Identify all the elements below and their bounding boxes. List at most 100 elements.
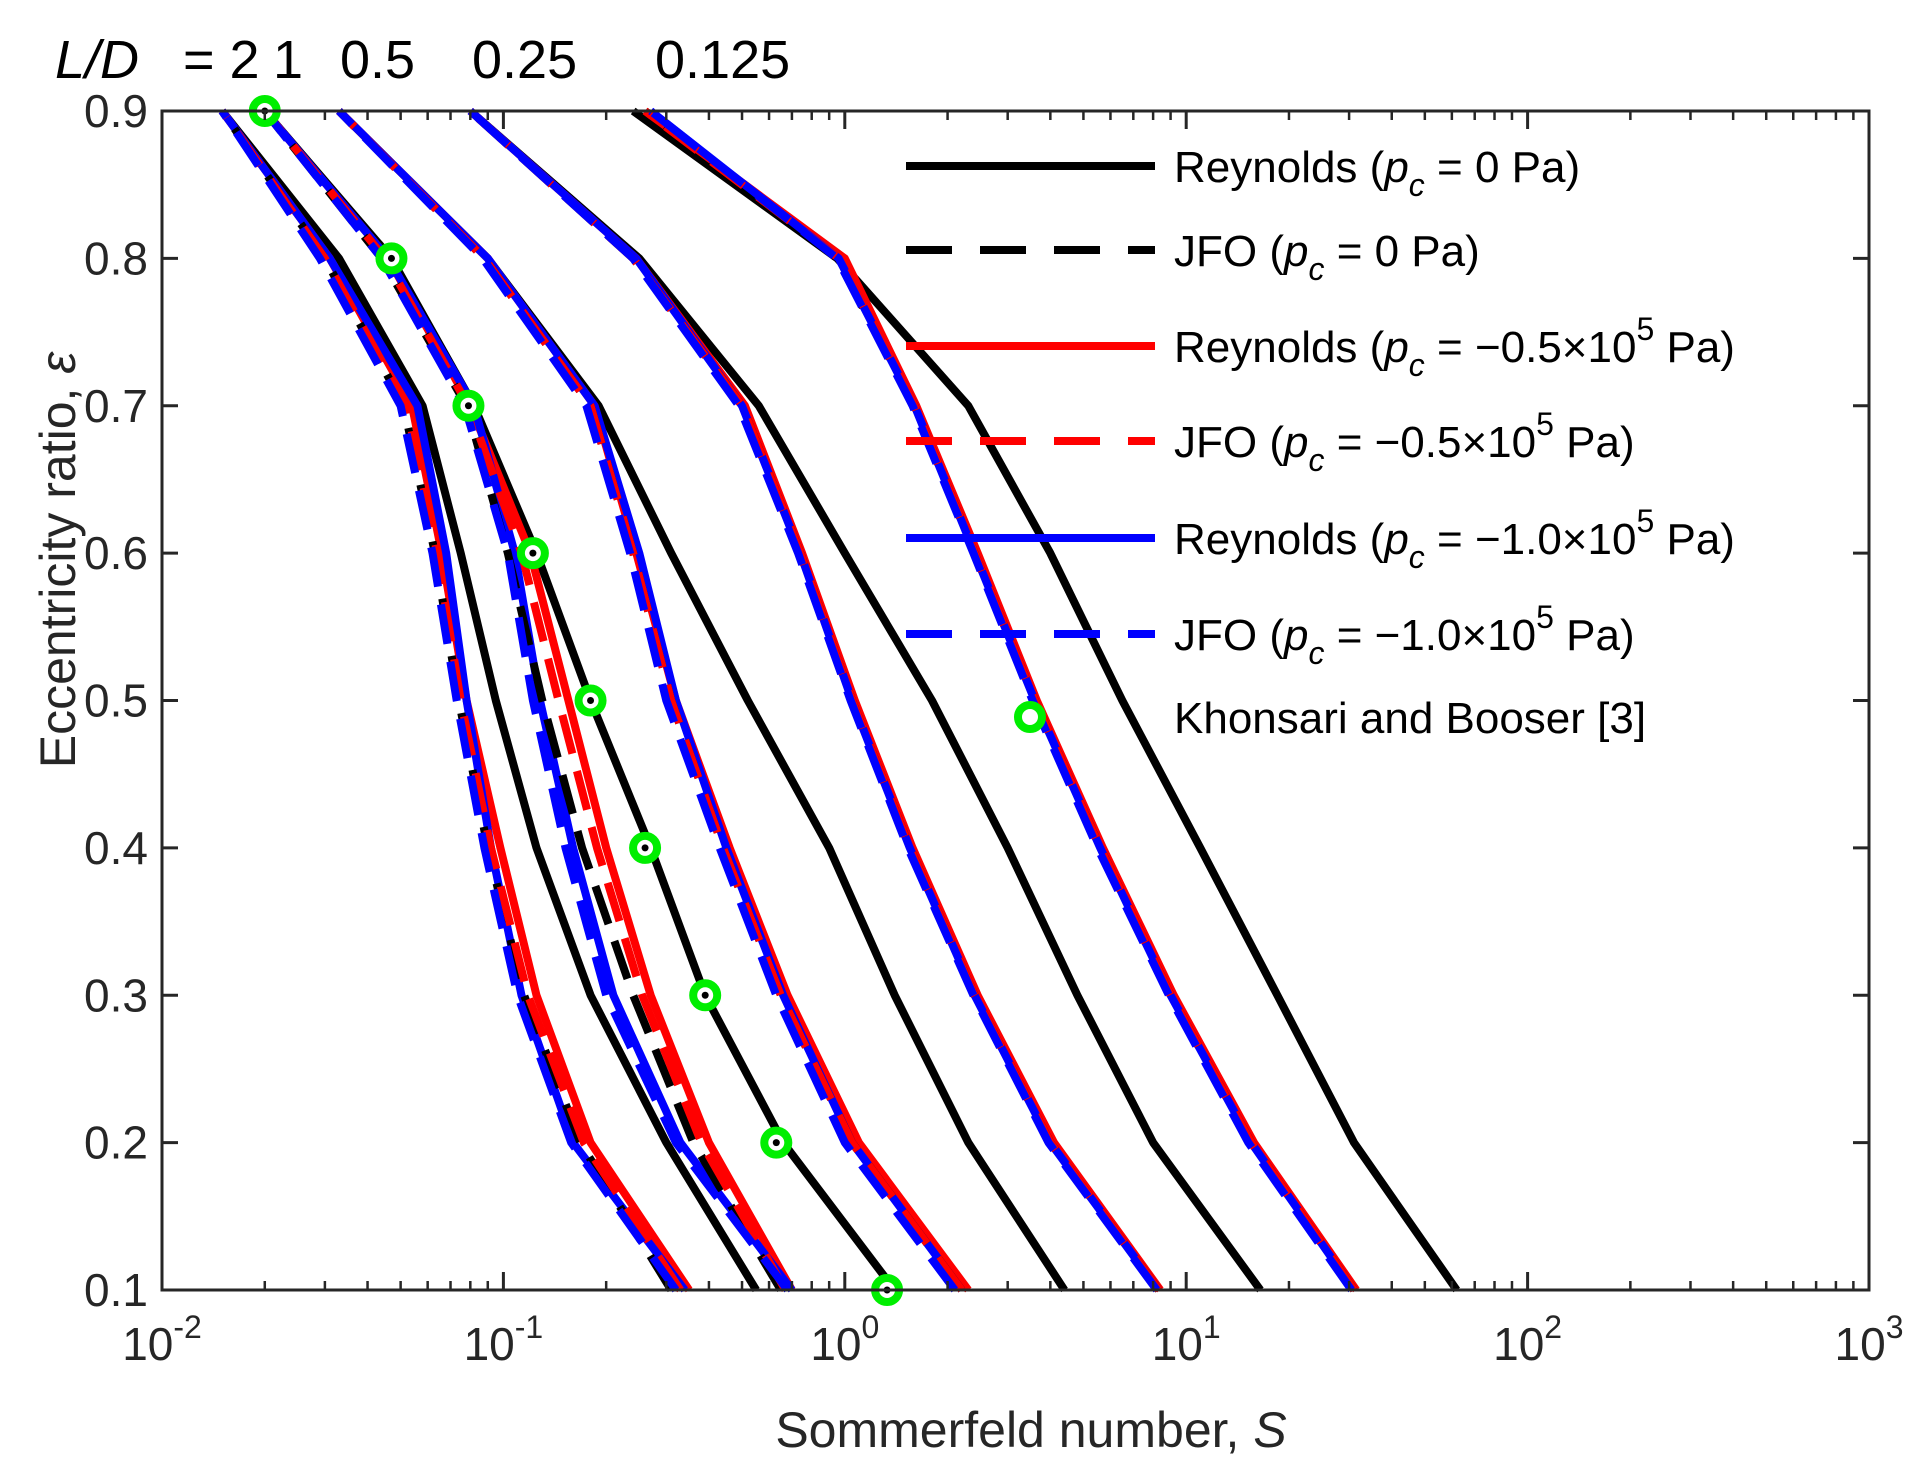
legend-label: Reynolds (pc = 0 Pa)	[1174, 143, 1580, 203]
x-tick-base: 10	[1835, 1318, 1886, 1370]
legend-entry-3: JFO (pc = −0.5×105 Pa)	[906, 406, 1635, 478]
legend-label: Reynolds (pc = −0.5×105 Pa)	[1174, 311, 1735, 383]
x-tick-base: 10	[122, 1318, 173, 1370]
reference-marker-dot	[464, 402, 472, 410]
y-tick-label: 0.1	[84, 1264, 148, 1316]
legend-label-prefix: Reynolds (	[1174, 323, 1385, 372]
x-tick-exponent: -2	[173, 1309, 201, 1345]
x-tick-exponent: 2	[1544, 1309, 1562, 1345]
legend-label-prefix: JFO (	[1174, 418, 1284, 467]
legend-label-subscript: c	[1308, 442, 1324, 478]
legend-entry-5: JFO (pc = −1.0×105 Pa)	[906, 599, 1635, 671]
x-tick-base: 10	[810, 1318, 861, 1370]
series-line-29	[648, 107, 1355, 1293]
reference-point	[375, 242, 408, 275]
y-tick-label: 0.8	[84, 232, 148, 284]
legend-label-superscript: 5	[1636, 503, 1654, 539]
legend-label: Khonsari and Booser [3]	[1174, 694, 1646, 743]
x-tick-base: 10	[1493, 1318, 1544, 1370]
x-tick-base: 10	[464, 1318, 515, 1370]
legend-entry-6: Khonsari and Booser [3]	[1014, 694, 1646, 743]
reference-marker-dot	[641, 844, 649, 852]
x-axis-label-text: Sommerfeld number,	[775, 1402, 1253, 1458]
reference-point	[629, 831, 662, 864]
x-tick-label: 103	[1835, 1309, 1904, 1370]
legend: Reynolds (pc = 0 Pa)JFO (pc = 0 Pa)Reyno…	[906, 143, 1735, 743]
legend-label-symbol: p	[1382, 143, 1408, 192]
reference-marker-dot	[772, 1139, 780, 1147]
legend-label: Reynolds (pc = −1.0×105 Pa)	[1174, 503, 1735, 575]
x-tick-label: 101	[1152, 1309, 1221, 1370]
legend-label-mid: = 0 Pa)	[1425, 143, 1580, 192]
legend-entry-2: Reynolds (pc = −0.5×105 Pa)	[906, 311, 1735, 383]
legend-label-superscript: 5	[1536, 599, 1554, 635]
x-tick-label: 10-2	[122, 1309, 202, 1370]
legend-label-prefix: JFO (	[1174, 611, 1284, 660]
legend-label-subscript: c	[1409, 347, 1425, 383]
legend-label-mid: = −0.5×10	[1324, 418, 1536, 467]
series-line-0	[218, 108, 760, 1293]
legend-label-prefix: Reynolds (	[1174, 515, 1385, 564]
legend-entry-1: JFO (pc = 0 Pa)	[906, 227, 1480, 287]
reference-point	[760, 1126, 793, 1159]
x-tick-exponent: 1	[1203, 1309, 1221, 1345]
x-tick-label: 10-1	[464, 1309, 544, 1370]
ld-label-1: 1	[273, 30, 303, 90]
reference-point	[574, 684, 607, 717]
legend-label-tail: Pa)	[1554, 611, 1635, 660]
legend-label-symbol: p	[1382, 323, 1408, 372]
reference-marker-dot	[587, 697, 595, 704]
y-axis-label: Eccentricity ratio, ε	[30, 351, 86, 769]
ld-label-0.125: 0.125	[655, 30, 790, 90]
label-layer: L/D = 2 1 0.5 0.25 0.125 Sommerfeld numb…	[30, 30, 1287, 1458]
reference-marker-dot	[387, 254, 395, 262]
legend-label: JFO (pc = 0 Pa)	[1174, 227, 1480, 287]
legend-label-mid: = −0.5×10	[1425, 323, 1637, 372]
legend-label: JFO (pc = −1.0×105 Pa)	[1174, 599, 1635, 671]
y-tick-label: 0.4	[84, 822, 148, 874]
x-tick-exponent: 3	[1886, 1309, 1904, 1345]
legend-label-prefix: Khonsari and Booser [3]	[1174, 694, 1646, 743]
legend-label-tail: Pa)	[1554, 418, 1635, 467]
x-tick-label: 102	[1493, 1309, 1562, 1370]
legend-label-superscript: 5	[1636, 311, 1654, 347]
series-line-3	[218, 108, 684, 1293]
ld-label-0.5: 0.5	[340, 30, 415, 90]
y-tick-label: 0.7	[84, 380, 148, 432]
series-line-5	[218, 108, 680, 1293]
legend-label-symbol: p	[1382, 515, 1408, 564]
reference-marker-dot	[529, 549, 537, 557]
legend-label-prefix: Reynolds (	[1174, 143, 1385, 192]
y-tick-label: 0.6	[84, 527, 148, 579]
legend-label-mid: = −1.0×10	[1425, 515, 1637, 564]
legend-label-symbol: p	[1282, 611, 1308, 660]
series-line-17	[336, 108, 959, 1293]
x-tick-exponent: -1	[515, 1309, 543, 1345]
series-line-24	[630, 107, 1460, 1293]
x-tick-exponent: 0	[861, 1309, 879, 1345]
y-tick-label: 0.2	[84, 1117, 148, 1169]
series-line-23	[467, 108, 1161, 1293]
legend-label-symbol: p	[1282, 227, 1308, 276]
legend-label-subscript: c	[1409, 539, 1425, 575]
y-tick-label: 0.3	[84, 969, 148, 1021]
legend-label: JFO (pc = −0.5×105 Pa)	[1174, 406, 1635, 478]
y-tick-label: 0.9	[84, 85, 148, 137]
ld-title-symbol: L/D	[55, 30, 139, 90]
reference-marker-dot	[701, 991, 709, 999]
legend-entry-4: Reynolds (pc = −1.0×105 Pa)	[906, 503, 1735, 575]
legend-label-tail: Pa)	[1654, 323, 1735, 372]
legend-label-tail: Pa)	[1654, 515, 1735, 564]
legend-label-prefix: JFO (	[1174, 227, 1284, 276]
ld-title: L/D	[55, 30, 139, 90]
legend-label-subscript: c	[1409, 167, 1425, 203]
series-layer	[218, 107, 1460, 1293]
x-axis-label-symbol: S	[1253, 1402, 1286, 1458]
y-tick-label: 0.5	[84, 675, 148, 727]
x-tick-label: 100	[810, 1309, 879, 1370]
legend-label-superscript: 5	[1536, 406, 1554, 442]
tick-layer: 0.10.20.30.40.50.60.70.80.910-2 10-1 100 10…	[84, 85, 1903, 1370]
legend-label-mid: = 0 Pa)	[1324, 227, 1479, 276]
x-axis-label: Sommerfeld number, S	[775, 1402, 1286, 1458]
